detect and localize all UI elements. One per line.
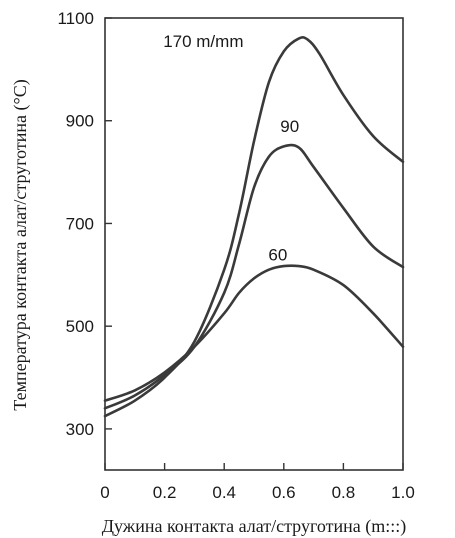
x-tick-label: 0.2 (153, 483, 177, 502)
y-axis: 300 500 700 900 1100 (57, 9, 112, 439)
x-tick-label: 1.0 (391, 483, 415, 502)
x-tick-label: 0.6 (272, 483, 296, 502)
y-tick-label: 1100 (57, 9, 94, 28)
plot-frame (104, 17, 404, 471)
x-tick-label: 0 (100, 483, 109, 502)
y-axis-title: Температура контакта алат/струготина (°C… (10, 79, 31, 410)
series-group (103, 36, 405, 418)
x-axis: 0 0.2 0.4 0.6 0.8 1.0 (100, 463, 415, 502)
series-label-1: 170 m/mm (163, 32, 243, 51)
series-line-3 (103, 264, 405, 402)
series-label-3: 60 (268, 245, 287, 264)
y-tick-label: 700 (66, 214, 94, 233)
y-tick-label: 500 (66, 317, 94, 336)
series-label-2: 90 (280, 117, 299, 136)
x-tick-label: 0.8 (332, 483, 356, 502)
series-label-group: 170 m/mm 90 60 (163, 32, 299, 264)
series-line-2 (103, 143, 405, 410)
x-axis-title: Дужина контакта алат/струготина (m:::) (102, 516, 407, 537)
x-tick-label: 0.4 (212, 483, 236, 502)
y-tick-label: 900 (66, 112, 94, 131)
y-tick-label: 300 (66, 420, 94, 439)
